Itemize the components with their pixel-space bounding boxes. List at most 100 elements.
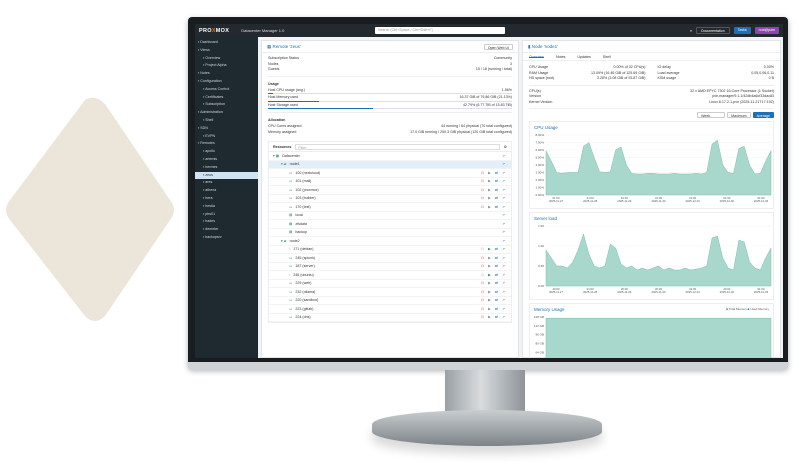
sidebar-item-administration[interactable]: ▪ Administration (195, 109, 258, 117)
power-icon[interactable]: ⏻ (481, 264, 484, 268)
power-icon[interactable]: ⏻ (481, 187, 484, 192)
migrate-icon[interactable]: ⇄ (495, 289, 499, 294)
filter-input[interactable]: Filter (295, 143, 500, 150)
documentation-button[interactable]: Documentation (696, 27, 730, 34)
tree-row-node[interactable]: ▾ ▰ node1 ↗ (269, 160, 511, 169)
tree-row-ct[interactable]: ▫ 246 (ubuntu) ⏻ ▶ ⇄ ↗ (269, 271, 511, 280)
external-link-icon[interactable]: ↗ (502, 187, 506, 192)
external-link-icon[interactable]: ↗ (502, 230, 506, 234)
sidebar-item-access-control[interactable]: ▪ Access Control (195, 86, 258, 94)
start-icon[interactable]: ▶ (488, 315, 491, 319)
timeframe-select[interactable]: Week (697, 112, 726, 118)
external-link-icon[interactable]: ↗ (502, 289, 506, 294)
migrate-icon[interactable]: ⇄ (495, 264, 499, 268)
power-icon[interactable]: ⏻ (481, 247, 484, 251)
sidebar-item-project-alpha[interactable]: ▪ Project Alpha (195, 62, 258, 70)
migrate-icon[interactable]: ⇄ (495, 298, 499, 302)
sidebar-item-configuration[interactable]: ▪ Configuration (195, 78, 258, 86)
power-icon[interactable]: ⏻ (481, 315, 484, 319)
migrate-icon[interactable]: ⇄ (495, 170, 499, 175)
tree-row-vm[interactable]: ▭ 101 (mail) ⏻ ▶ ⇄ ↗ (269, 178, 511, 186)
external-link-icon[interactable]: ↗ (502, 247, 506, 251)
migrate-icon[interactable]: ⇄ (495, 315, 499, 319)
power-icon[interactable]: ⏻ (481, 306, 484, 311)
tree-row-storage[interactable]: ▤ zfsdata ↗ (269, 220, 511, 229)
power-icon[interactable]: ⏻ (481, 196, 484, 200)
sidebar-item-ares[interactable]: ▪ ares (195, 179, 258, 187)
migrate-icon[interactable]: ⇄ (495, 247, 499, 251)
migrate-icon[interactable]: ⇄ (495, 204, 499, 209)
migrate-icon[interactable]: ⇄ (495, 179, 499, 183)
tree-row-vm[interactable]: ▭ 245 (splunk) ⏻ ▶ ⇄ ↗ (269, 254, 511, 263)
sidebar-item-notes[interactable]: ▪ Notes (195, 70, 258, 78)
external-link-icon[interactable]: ↗ (502, 238, 506, 243)
start-icon[interactable]: ▶ (488, 196, 491, 200)
tree-row-vm[interactable]: ▭ 229 (web) ⏻ ▶ ⇄ ↗ (269, 280, 511, 288)
external-link-icon[interactable]: ↗ (502, 281, 506, 285)
external-link-icon[interactable]: ↗ (502, 196, 506, 200)
tree-row-vm[interactable]: ▭ 100 (nextcloud) ⏻ ▶ ⇄ ↗ (269, 169, 511, 178)
sidebar-item-backupsrv[interactable]: ▪ backupsrv (195, 234, 258, 242)
sidebar-item-dashboard[interactable]: ▪ Dashboard (195, 39, 258, 47)
sidebar-item-certificates[interactable]: ▪ Certificates (195, 94, 258, 102)
external-link-icon[interactable]: ↗ (502, 153, 506, 158)
theme-icon[interactable]: ● (689, 28, 693, 33)
sidebar-item-evpn[interactable]: ▪ EVPN (195, 133, 258, 141)
tree-row-node[interactable]: ▾ ▰ node2 ↗ (269, 237, 511, 246)
start-icon[interactable]: ▶ (488, 281, 491, 285)
sidebar-item-hermes[interactable]: ▪ hermes (195, 164, 258, 172)
tree-row-vm[interactable]: ▭ 220 (sandbox) ⏻ ▶ ⇄ ↗ (269, 297, 511, 305)
maximum-button[interactable]: Maximum (727, 112, 751, 118)
start-icon[interactable]: ▶ (488, 255, 491, 260)
start-icon[interactable]: ▶ (488, 264, 491, 268)
sidebar-item-shell[interactable]: ▪ Shell (195, 117, 258, 125)
settings-icon[interactable]: ⚙ (503, 144, 507, 149)
external-link-icon[interactable]: ↗ (502, 298, 506, 302)
external-link-icon[interactable]: ↗ (502, 170, 506, 175)
average-button[interactable]: Average (752, 112, 774, 118)
tree-row-vm[interactable]: ▭ 102 (proxmox) ⏻ ▶ ⇄ ↗ (269, 186, 511, 195)
search-input[interactable]: Search (Ctrl+Space / Ctrl+Shift+F) (375, 27, 505, 34)
sidebar-item-hera[interactable]: ▪ hera (195, 195, 258, 203)
migrate-icon[interactable]: ⇄ (495, 272, 499, 277)
migrate-icon[interactable]: ⇄ (495, 187, 499, 192)
power-icon[interactable]: ⏻ (481, 281, 484, 285)
tree-row-vm[interactable]: ▭ 224 (dns) ⏻ ▶ ⇄ ↗ (269, 314, 511, 322)
sidebar-item-subscription[interactable]: ▪ Subscription (195, 101, 258, 109)
external-link-icon[interactable]: ↗ (502, 272, 506, 277)
tasks-button[interactable]: Tasks (733, 27, 751, 34)
start-icon[interactable]: ▶ (488, 179, 491, 183)
tree-row-datacenter[interactable]: ▾ ▦ Datacenter ↗ (269, 152, 511, 161)
sidebar-item-overview[interactable]: ▪ Overview (195, 55, 258, 63)
start-icon[interactable]: ▶ (488, 306, 491, 311)
external-link-icon[interactable]: ↗ (502, 162, 506, 166)
sidebar-item-athena[interactable]: ▪ athena (195, 187, 258, 195)
external-link-icon[interactable]: ↗ (502, 264, 506, 268)
start-icon[interactable]: ▶ (488, 204, 491, 209)
tab-shell[interactable]: Shell (602, 55, 611, 59)
tree-row-storage[interactable]: ▤ local ↗ (269, 212, 511, 220)
sidebar-item-zeus[interactable]: ▪ zeus (195, 171, 258, 180)
start-icon[interactable]: ▶ (488, 298, 491, 302)
sidebar-item-sdn[interactable]: ▪ SDN (195, 125, 258, 133)
legend-entry[interactable]: Total Memory (728, 307, 747, 311)
tree-row-vm[interactable]: ▭ 170 (test) ⏻ ▶ ⇄ ↗ (269, 203, 511, 212)
tree-row-ct[interactable]: ▫ 171 (debian) ⏻ ▶ ⇄ ↗ (269, 246, 511, 254)
sidebar-item-pbs01[interactable]: ▪ pbs01 (195, 211, 258, 219)
external-link-icon[interactable]: ↗ (502, 204, 506, 209)
external-link-icon[interactable]: ↗ (502, 179, 506, 183)
migrate-icon[interactable]: ⇄ (495, 196, 499, 200)
legend-marker[interactable]: ■ (746, 307, 751, 311)
power-icon[interactable]: ⏻ (481, 170, 484, 175)
legend-marker[interactable]: ■ (726, 307, 729, 311)
tree-row-vm[interactable]: ▭ 103 (builder) ⏻ ▶ ⇄ ↗ (269, 195, 511, 203)
start-icon[interactable]: ▶ (488, 170, 491, 175)
external-link-icon[interactable]: ↗ (502, 221, 506, 226)
legend-entry[interactable]: Used Memory (750, 307, 769, 311)
sidebar-item-demeter[interactable]: ▪ demeter (195, 226, 258, 234)
power-icon[interactable]: ⏻ (481, 179, 484, 183)
external-link-icon[interactable]: ↗ (502, 315, 506, 319)
sidebar-item-views[interactable]: ▪ Views (195, 47, 258, 55)
sidebar-item-apollo[interactable]: ▪ apollo (195, 148, 258, 156)
sidebar-item-remotes[interactable]: ▪ Remotes (195, 140, 258, 148)
